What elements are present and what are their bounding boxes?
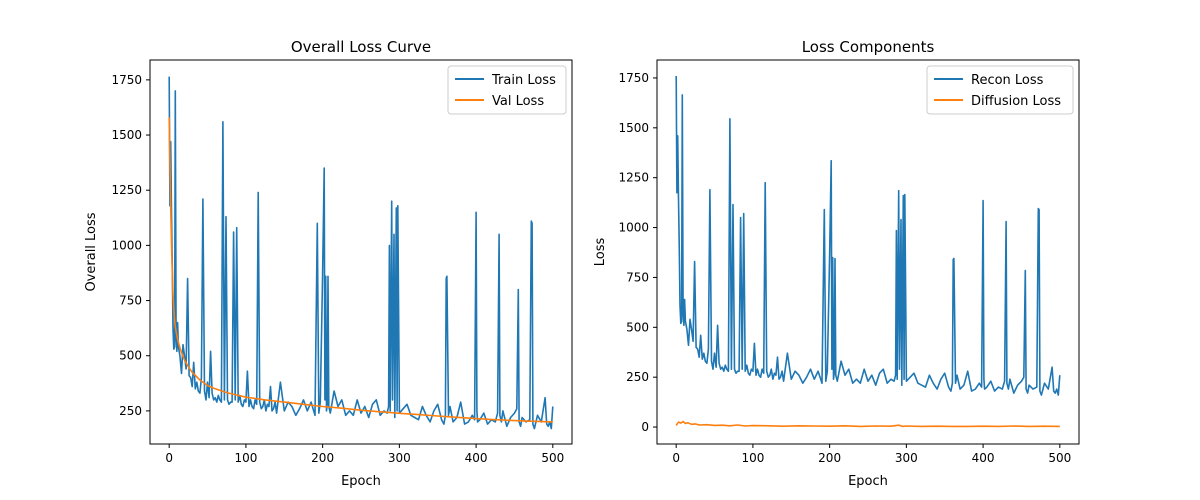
- y-tick-label: 250: [626, 370, 649, 384]
- series-line-val-loss: [168, 117, 553, 423]
- y-tick-label: 1500: [111, 128, 142, 142]
- x-tick-label: 200: [818, 451, 841, 465]
- x-axis-label: Epoch: [848, 474, 888, 489]
- legend: Train Loss Val Loss: [447, 65, 567, 115]
- legend-label-val: Val Loss: [492, 94, 544, 109]
- series-line-diffusion-loss: [675, 420, 1060, 428]
- y-axis-label: Overall Loss: [84, 212, 99, 291]
- y-tick-label: 1500: [618, 121, 649, 135]
- x-axis: 0 100 200 300 400 500: [672, 444, 1071, 465]
- y-tick-label: 250: [119, 404, 142, 418]
- x-tick-label: 500: [1048, 451, 1071, 465]
- series-line-train-loss: [168, 76, 554, 430]
- x-tick-label: 300: [895, 451, 918, 465]
- legend-label-diffusion: Diffusion Loss: [971, 94, 1061, 109]
- y-tick-label: 1000: [618, 221, 649, 235]
- chart-title: Loss Components: [802, 38, 935, 56]
- x-axis-label: Epoch: [341, 474, 381, 489]
- x-tick-label: 500: [541, 451, 564, 465]
- axes-frame: [656, 59, 1080, 445]
- y-tick-label: 500: [119, 349, 142, 363]
- x-axis: 0 100 200 300 400 500: [165, 444, 564, 465]
- legend: Recon Loss Diffusion Loss: [926, 65, 1074, 115]
- x-tick-label: 200: [311, 451, 334, 465]
- series-line-recon-loss: [675, 75, 1061, 396]
- x-tick-label: 400: [972, 451, 995, 465]
- y-tick-label: 500: [626, 320, 649, 334]
- legend-label-recon: Recon Loss: [971, 73, 1044, 88]
- y-tick-label: 1250: [111, 183, 142, 197]
- overall-loss-chart: Overall Loss Curve 0 100 200 300 400 500 250 5…: [84, 38, 573, 489]
- x-tick-label: 0: [672, 451, 680, 465]
- chart-title: Overall Loss Curve: [291, 38, 431, 56]
- plot-area: [168, 76, 554, 430]
- plot-area: [675, 75, 1061, 428]
- y-tick-label: 1000: [111, 238, 142, 252]
- axes-frame: [149, 59, 573, 445]
- y-tick-label: 0: [641, 420, 649, 434]
- y-tick-label: 1750: [111, 73, 142, 87]
- x-tick-label: 300: [388, 451, 411, 465]
- legend-label-train: Train Loss: [491, 73, 556, 88]
- y-axis-label: Loss: [593, 238, 608, 267]
- x-tick-label: 0: [165, 451, 173, 465]
- y-axis: 0 250 500 750 1000 1250 1500 1750: [618, 71, 657, 434]
- y-tick-label: 750: [119, 294, 142, 308]
- y-axis: 250 500 750 1000 1250 1500 1750: [111, 73, 150, 418]
- y-tick-label: 1250: [618, 171, 649, 185]
- legend-box: [926, 65, 1074, 115]
- loss-components-chart: Loss Components 0 100 200 300 400 500 0 250 500…: [593, 38, 1080, 489]
- x-tick-label: 100: [741, 451, 764, 465]
- y-tick-label: 1750: [618, 71, 649, 85]
- y-tick-label: 750: [626, 270, 649, 284]
- x-tick-label: 400: [465, 451, 488, 465]
- x-tick-label: 100: [234, 451, 257, 465]
